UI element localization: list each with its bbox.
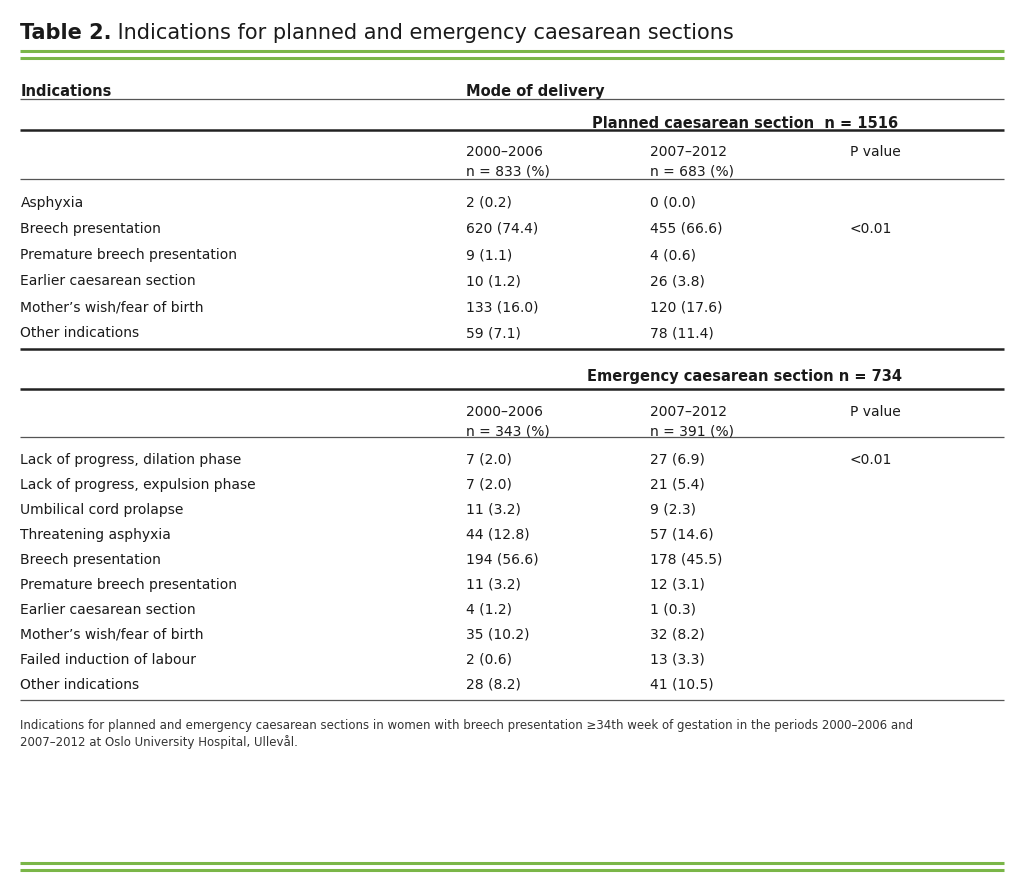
Text: 2000–2006: 2000–2006: [466, 405, 543, 419]
Text: n = 391 (%): n = 391 (%): [650, 424, 734, 439]
Text: Earlier caesarean section: Earlier caesarean section: [20, 275, 197, 288]
Text: Earlier caesarean section: Earlier caesarean section: [20, 602, 197, 617]
Text: P value: P value: [850, 145, 901, 159]
Text: 11 (3.2): 11 (3.2): [466, 578, 521, 592]
Text: 7 (2.0): 7 (2.0): [466, 478, 512, 492]
Text: Lack of progress, expulsion phase: Lack of progress, expulsion phase: [20, 478, 256, 492]
Text: 2 (0.6): 2 (0.6): [466, 653, 512, 666]
Text: 178 (45.5): 178 (45.5): [650, 553, 723, 567]
Text: P value: P value: [850, 405, 901, 419]
Text: 12 (3.1): 12 (3.1): [650, 578, 706, 592]
Text: Other indications: Other indications: [20, 327, 139, 340]
Text: 2000–2006: 2000–2006: [466, 145, 543, 159]
Text: 11 (3.2): 11 (3.2): [466, 502, 521, 517]
Text: 9 (2.3): 9 (2.3): [650, 502, 696, 517]
Text: 26 (3.8): 26 (3.8): [650, 275, 706, 288]
Text: 57 (14.6): 57 (14.6): [650, 528, 714, 541]
Text: 78 (11.4): 78 (11.4): [650, 327, 714, 340]
Text: 4 (1.2): 4 (1.2): [466, 602, 512, 617]
Text: 0 (0.0): 0 (0.0): [650, 196, 696, 210]
Text: Lack of progress, dilation phase: Lack of progress, dilation phase: [20, 453, 242, 467]
Text: Indications: Indications: [20, 84, 112, 99]
Text: 27 (6.9): 27 (6.9): [650, 453, 706, 467]
Text: <0.01: <0.01: [850, 222, 892, 236]
Text: Table 2.: Table 2.: [20, 23, 112, 43]
Text: 9 (1.1): 9 (1.1): [466, 248, 512, 262]
Text: Planned caesarean section  n = 1516: Planned caesarean section n = 1516: [592, 116, 898, 131]
Text: n = 343 (%): n = 343 (%): [466, 424, 550, 439]
Text: Breech presentation: Breech presentation: [20, 553, 162, 567]
Text: 32 (8.2): 32 (8.2): [650, 627, 705, 641]
Text: Breech presentation: Breech presentation: [20, 222, 162, 236]
Text: Mode of delivery: Mode of delivery: [466, 84, 604, 99]
Text: Failed induction of labour: Failed induction of labour: [20, 653, 197, 666]
Text: 1 (0.3): 1 (0.3): [650, 602, 696, 617]
Text: 120 (17.6): 120 (17.6): [650, 300, 723, 315]
Text: 41 (10.5): 41 (10.5): [650, 678, 714, 692]
Text: Emergency caesarean section n = 734: Emergency caesarean section n = 734: [588, 369, 902, 385]
Text: Mother’s wish/fear of birth: Mother’s wish/fear of birth: [20, 300, 204, 315]
Text: Other indications: Other indications: [20, 678, 139, 692]
Text: Premature breech presentation: Premature breech presentation: [20, 578, 238, 592]
Text: 455 (66.6): 455 (66.6): [650, 222, 723, 236]
Text: Premature breech presentation: Premature breech presentation: [20, 248, 238, 262]
Text: 59 (7.1): 59 (7.1): [466, 327, 521, 340]
Text: 10 (1.2): 10 (1.2): [466, 275, 521, 288]
Text: <0.01: <0.01: [850, 453, 892, 467]
Text: Indications for planned and emergency caesarean sections: Indications for planned and emergency ca…: [111, 23, 733, 43]
Text: 2 (0.2): 2 (0.2): [466, 196, 512, 210]
Text: 194 (56.6): 194 (56.6): [466, 553, 539, 567]
Text: Indications for planned and emergency caesarean sections in women with breech pr: Indications for planned and emergency ca…: [20, 719, 913, 749]
Text: 620 (74.4): 620 (74.4): [466, 222, 539, 236]
Text: Mother’s wish/fear of birth: Mother’s wish/fear of birth: [20, 627, 204, 641]
Text: 21 (5.4): 21 (5.4): [650, 478, 705, 492]
Text: Threatening asphyxia: Threatening asphyxia: [20, 528, 171, 541]
Text: Asphyxia: Asphyxia: [20, 196, 84, 210]
Text: 28 (8.2): 28 (8.2): [466, 678, 521, 692]
Text: 35 (10.2): 35 (10.2): [466, 627, 529, 641]
Text: 44 (12.8): 44 (12.8): [466, 528, 529, 541]
Text: 133 (16.0): 133 (16.0): [466, 300, 539, 315]
Text: Umbilical cord prolapse: Umbilical cord prolapse: [20, 502, 184, 517]
Text: 2007–2012: 2007–2012: [650, 145, 727, 159]
Text: 2007–2012: 2007–2012: [650, 405, 727, 419]
Text: 7 (2.0): 7 (2.0): [466, 453, 512, 467]
Text: n = 833 (%): n = 833 (%): [466, 165, 550, 179]
Text: 4 (0.6): 4 (0.6): [650, 248, 696, 262]
Text: n = 683 (%): n = 683 (%): [650, 165, 734, 179]
Text: 13 (3.3): 13 (3.3): [650, 653, 705, 666]
